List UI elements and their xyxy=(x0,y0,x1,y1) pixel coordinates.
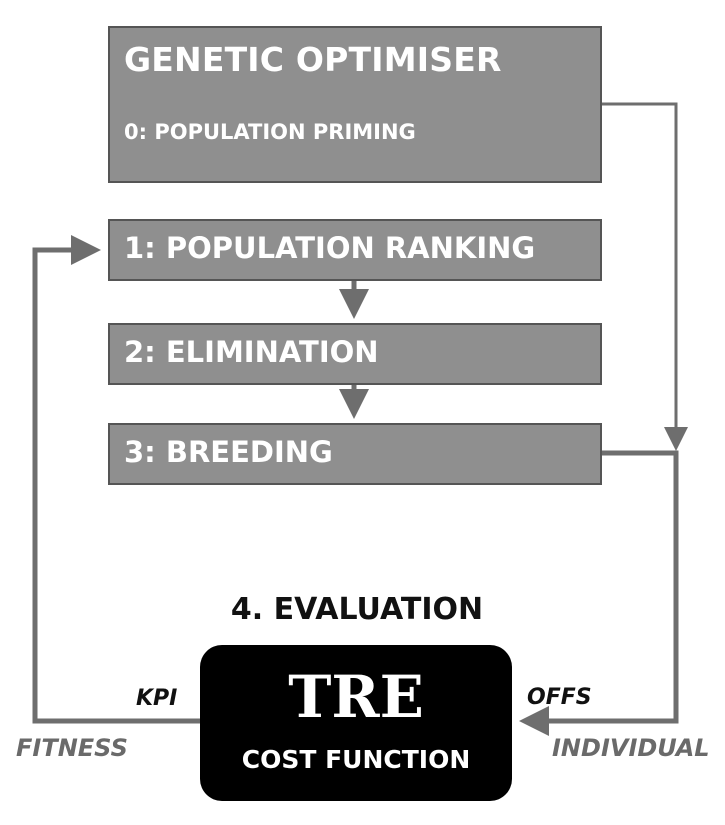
kpi-label: KPI xyxy=(136,686,178,711)
population-ranking-box: 1: POPULATION RANKING xyxy=(108,219,602,281)
cost-function-label: COST FUNCTION xyxy=(241,745,471,774)
population-priming-step: 0: POPULATION PRIMING xyxy=(124,120,416,144)
arrow-evaluation-to-ranking xyxy=(32,235,200,724)
optimiser-title: GENETIC OPTIMISER xyxy=(124,40,502,79)
elimination-box: 2: ELIMINATION xyxy=(108,323,602,385)
tre-title: TRE xyxy=(288,663,424,731)
elimination-label: 2: ELIMINATION xyxy=(124,335,379,369)
genetic-optimiser-box: GENETIC OPTIMISER 0: POPULATION PRIMING xyxy=(108,26,602,183)
evaluation-heading: 4. EVALUATION xyxy=(230,592,484,627)
breeding-box: 3: BREEDING xyxy=(108,423,602,485)
arrow-breeding-to-evaluation xyxy=(519,450,679,736)
breeding-label: 3: BREEDING xyxy=(124,435,333,469)
fitness-label: FITNESS xyxy=(16,734,128,762)
population-ranking-label: 1: POPULATION RANKING xyxy=(124,231,536,265)
offs-label: OFFS xyxy=(527,685,592,710)
cost-function-box: TRE COST FUNCTION xyxy=(200,645,512,801)
individual-label: INDIVIDUAL xyxy=(552,734,710,762)
arrow-priming-to-breeding xyxy=(602,102,688,451)
